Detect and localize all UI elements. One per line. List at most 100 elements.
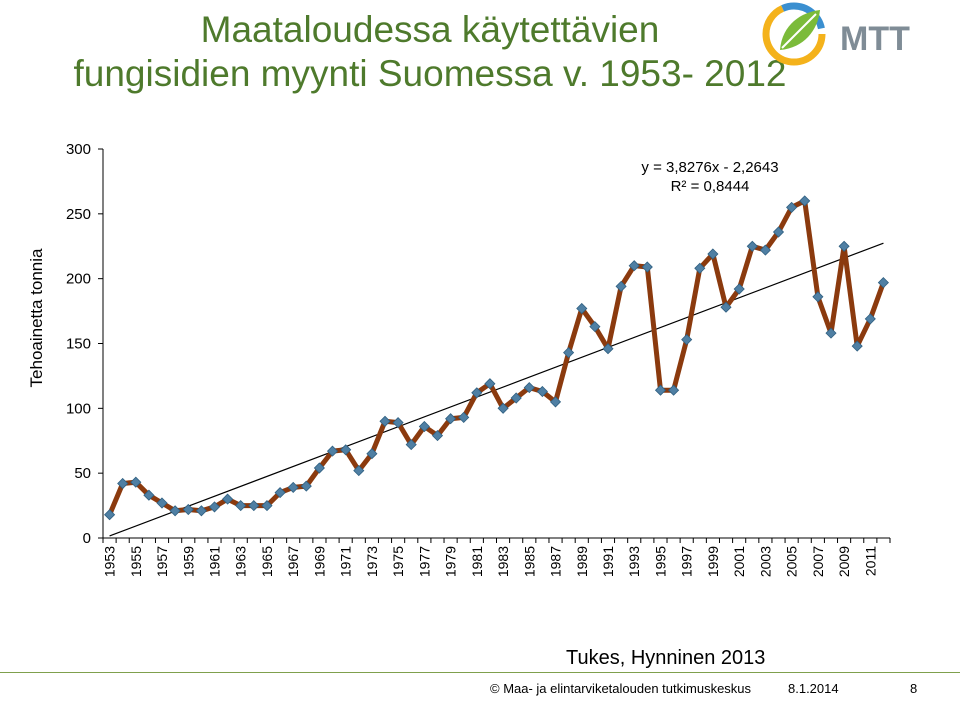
data-point: [628, 260, 640, 272]
y-tick-label: 100: [66, 400, 91, 417]
data-point: [602, 343, 614, 355]
data-point: [340, 444, 352, 456]
data-point: [589, 321, 601, 333]
footer-copyright: © Maa- ja elintarviketalouden tutkimuske…: [490, 681, 752, 696]
x-tick-label: 2003: [757, 546, 773, 577]
y-tick-label: 0: [83, 530, 91, 547]
x-tick-label: 1965: [259, 546, 275, 577]
data-point: [786, 201, 798, 213]
data-point: [274, 487, 286, 499]
data-point: [641, 261, 653, 273]
page-number: 8: [910, 681, 918, 696]
data-point: [117, 477, 129, 490]
x-tick-label: 1993: [626, 546, 642, 577]
data-point: [235, 500, 247, 512]
data-point: [733, 283, 745, 295]
x-tick-label: 1971: [338, 546, 354, 577]
data-point: [838, 240, 850, 252]
data-point: [654, 384, 667, 396]
data-point: [156, 497, 168, 509]
data-point: [877, 277, 889, 289]
logo-ring-icon: [762, 2, 826, 66]
data-point: [523, 382, 535, 394]
data-point: [510, 392, 522, 404]
data-point: [864, 313, 876, 325]
x-tick-label: 1967: [285, 546, 301, 577]
x-tick-label: 1975: [390, 546, 406, 577]
data-point: [379, 415, 391, 427]
data-point: [772, 226, 785, 238]
data-point: [681, 334, 693, 346]
x-tick-label: 1991: [600, 546, 616, 577]
title-line-2: fungisidien myynti Suomessa v. 1953- 201…: [73, 53, 787, 94]
title-line-1: Maataloudessa käytettävien: [200, 9, 660, 50]
data-point: [799, 195, 811, 207]
data-point: [366, 448, 378, 460]
data-point: [668, 384, 680, 396]
trendline-equation: y = 3,8276x - 2,2643: [641, 159, 778, 176]
data-point: [812, 291, 824, 303]
x-tick-label: 1985: [521, 546, 537, 577]
data-point: [353, 465, 365, 477]
source-note: Tukes, Hynninen 2013: [566, 647, 766, 669]
data-point: [104, 509, 116, 521]
data-point: [536, 385, 548, 398]
x-tick-label: 1969: [311, 546, 327, 577]
data-point: [458, 411, 470, 423]
y-tick-labels: 0 50 100 150 200 250 300: [66, 141, 91, 547]
data-point: [720, 301, 732, 313]
y-axis-label: Tehoainetta tonnia: [27, 248, 46, 387]
data-point: [825, 327, 837, 339]
data-point: [143, 489, 155, 501]
x-tick-label: 1981: [469, 546, 485, 577]
data-point: [182, 503, 194, 516]
footer: © Maa- ja elintarviketalouden tutkimuske…: [0, 672, 960, 703]
x-tick-label: 2009: [836, 546, 852, 577]
x-tick-label: 1963: [233, 546, 249, 577]
data-point: [418, 420, 430, 433]
x-tick-label: 1961: [206, 546, 222, 577]
x-tick-label: 2005: [784, 546, 800, 577]
trendline: [109, 242, 884, 537]
axes: [98, 148, 891, 543]
data-point: [694, 262, 706, 274]
x-tick-label: 1977: [416, 546, 432, 577]
x-tick-label: 1995: [652, 546, 668, 577]
data-point: [130, 476, 142, 488]
data-point: [445, 413, 457, 425]
data-point: [707, 248, 719, 260]
data-point: [576, 302, 588, 315]
logo-ring-blue-icon: [762, 2, 826, 66]
data-point: [549, 396, 562, 408]
data-point: [326, 445, 339, 457]
data-point: [759, 244, 771, 256]
data-point: [471, 387, 483, 399]
data-point: [169, 505, 181, 517]
data-point: [615, 280, 627, 292]
data-point: [563, 347, 575, 359]
data-point: [261, 500, 273, 512]
series-markers: [104, 195, 889, 521]
data-point: [208, 501, 221, 513]
x-tick-label: 1987: [548, 546, 564, 577]
data-point: [300, 480, 312, 492]
slide-title: Maataloudessa käytettävien fungisidien m…: [60, 8, 800, 96]
x-tick-label: 1973: [364, 546, 380, 577]
footer-date: 8.1.2014: [788, 681, 839, 696]
logo-text: MTT: [840, 20, 910, 58]
data-point: [392, 417, 404, 429]
data-point: [222, 493, 234, 505]
mtt-logo: MTT: [762, 2, 910, 66]
data-point: [405, 439, 417, 451]
x-tick-label: 2011: [862, 546, 878, 576]
x-tick-label: 1997: [679, 546, 695, 577]
x-tick-label: 1957: [154, 546, 170, 577]
x-tick-label: 1983: [495, 546, 511, 577]
data-point: [248, 500, 260, 512]
x-tick-label: 1989: [574, 546, 590, 577]
x-tick-label: 2007: [810, 546, 826, 577]
y-tick-label: 150: [66, 336, 91, 353]
x-tick-label: 1953: [102, 546, 118, 577]
trendline-r-squared: R² = 0,8444: [671, 178, 750, 195]
